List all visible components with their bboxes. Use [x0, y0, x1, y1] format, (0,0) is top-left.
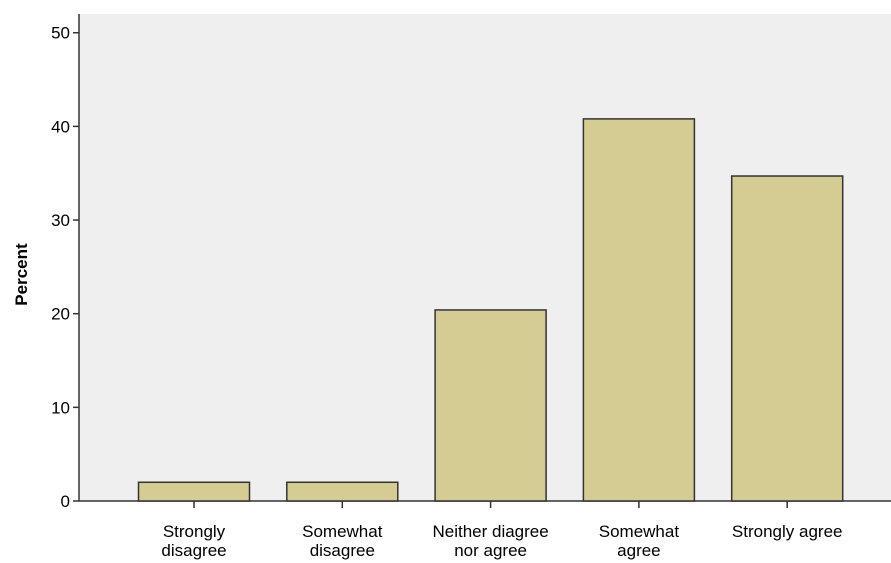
x-tick-label: agree — [617, 541, 660, 560]
bar — [582, 118, 696, 502]
bars-group — [137, 118, 844, 502]
x-tick-label: Somewhat — [599, 522, 680, 541]
bar — [730, 175, 844, 502]
y-tick-label: 50 — [51, 24, 70, 43]
y-tick-label: 40 — [51, 117, 70, 136]
x-tick-label: disagree — [161, 541, 226, 560]
y-axis: 0 10 20 30 40 50 — [51, 14, 80, 511]
bar — [137, 481, 251, 502]
y-tick-label: 10 — [51, 398, 70, 417]
y-tick-label: 0 — [61, 492, 70, 511]
x-tick-label: nor agree — [454, 541, 527, 560]
x-tick-label: Neither diagree — [432, 522, 548, 541]
bar — [434, 309, 547, 502]
x-tick-label: Somewhat — [302, 522, 383, 541]
y-tick-label: 20 — [51, 305, 70, 324]
x-axis: StronglydisagreeSomewhatdisagreeNeither … — [79, 500, 891, 560]
y-tick-label: 30 — [51, 211, 70, 230]
x-tick-label: disagree — [310, 541, 375, 560]
bar — [286, 481, 399, 502]
y-axis-title: Percent — [12, 243, 31, 306]
x-tick-label: Strongly — [163, 522, 226, 541]
x-tick-label: Strongly agree — [732, 522, 843, 541]
